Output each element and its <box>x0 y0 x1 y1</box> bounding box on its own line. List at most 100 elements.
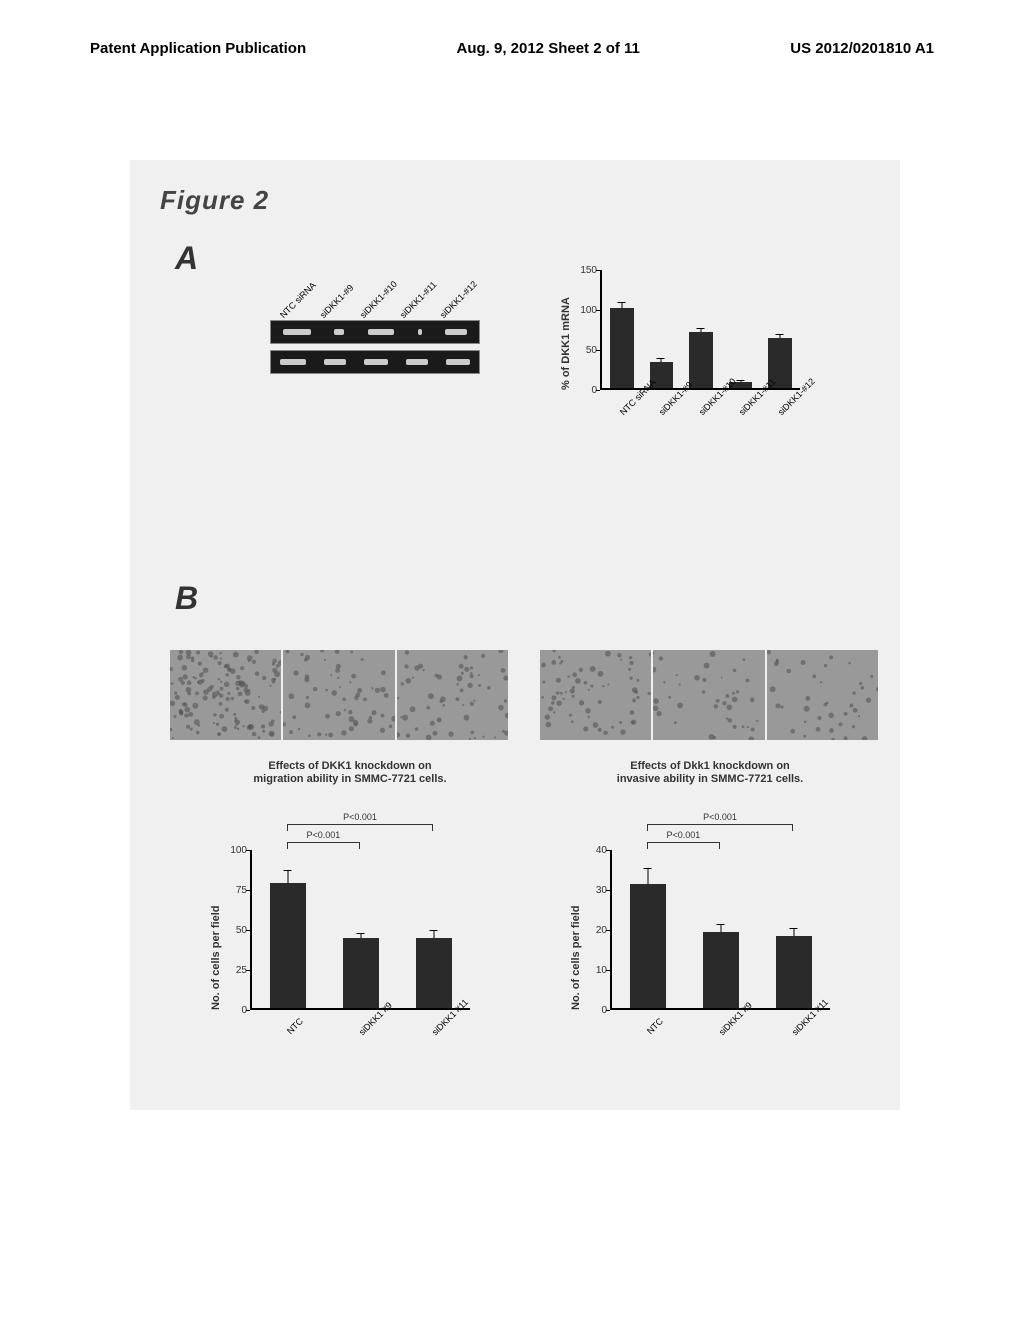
gel-band <box>368 329 394 335</box>
significance-label: P<0.001 <box>703 812 737 822</box>
y-tick-label: 10 <box>585 965 607 976</box>
significance-bracket <box>647 824 794 832</box>
x-tick-label: NTC <box>284 1016 305 1037</box>
panel-a-bar-chart: % of DKK1 mRNANTC siRNAsiDKK1-#9siDKK1-#… <box>560 270 810 450</box>
significance-bracket <box>287 824 434 832</box>
micrograph <box>653 650 764 740</box>
y-tick-label: 0 <box>585 1005 607 1016</box>
micrograph <box>283 650 394 740</box>
error-bar <box>793 928 794 936</box>
x-tick-label: siDKK1 #9 <box>717 1016 738 1037</box>
x-tick-label: siDKK1-#11 <box>736 396 757 417</box>
gel-band <box>445 329 467 335</box>
bar <box>630 884 666 1008</box>
header-center: Aug. 9, 2012 Sheet 2 of 11 <box>456 40 639 57</box>
error-bar <box>433 930 434 938</box>
gel-image: NTC siRNAsiDKK1-#9siDKK1-#10siDKK1-#11si… <box>270 270 480 380</box>
x-tick-label: siDKK1-#12 <box>776 396 797 417</box>
gel-band <box>280 359 306 365</box>
gel-lane-labels: NTC siRNAsiDKK1-#9siDKK1-#10siDKK1-#11si… <box>270 270 480 320</box>
migration-micrographs <box>170 650 510 740</box>
bar <box>776 936 812 1008</box>
y-tick-label: 25 <box>225 965 247 976</box>
panel-a-letter: A <box>175 240 198 277</box>
error-bar <box>361 933 362 938</box>
significance-bracket <box>287 842 360 850</box>
y-tick-label: 30 <box>585 885 607 896</box>
panel-b-letter: B <box>175 580 198 617</box>
gel-band <box>406 359 428 365</box>
bar <box>343 938 379 1008</box>
bar <box>689 332 713 388</box>
micrograph <box>767 650 878 740</box>
title-line: Effects of DKK1 knockdown on <box>240 760 460 773</box>
x-tick-label: siDKK1-#10 <box>697 396 718 417</box>
error-bar <box>648 868 649 884</box>
micrograph <box>397 650 508 740</box>
x-tick-label: siDKK1 #11 <box>429 1016 450 1037</box>
gel-band <box>334 329 344 335</box>
significance-bracket <box>647 842 720 850</box>
gel-band <box>446 359 470 365</box>
migration-chart-title: Effects of DKK1 knockdown on migration a… <box>240 760 460 786</box>
gel-lane-label: NTC siRNA <box>278 280 318 320</box>
page-header: Patent Application Publication Aug. 9, 2… <box>0 0 1024 57</box>
plot-area: NTC siRNAsiDKK1-#9siDKK1-#10siDKK1-#11si… <box>600 270 800 390</box>
y-tick-label: 75 <box>225 885 247 896</box>
gel-lane-label: siDKK1-#10 <box>358 279 399 320</box>
gel-lane-label: siDKK1-#9 <box>318 283 355 320</box>
figure-panel: Figure 2 A B NTC siRNAsiDKK1-#9siDKK1-#1… <box>130 160 900 1110</box>
invasion-micrographs <box>540 650 880 740</box>
x-tick-label: siDKK1 #9 <box>357 1016 378 1037</box>
title-line: migration ability in SMMC-7721 cells. <box>240 773 460 786</box>
significance-label: P<0.001 <box>343 812 377 822</box>
y-tick-label: 0 <box>225 1005 247 1016</box>
gel-lane-label: siDKK1-#12 <box>438 279 479 320</box>
micrograph <box>170 650 281 740</box>
gel-band <box>324 359 346 365</box>
bar <box>416 938 452 1008</box>
y-tick-label: 100 <box>225 845 247 856</box>
error-bar <box>721 924 722 932</box>
x-labels: NTCsiDKK1 #9siDKK1 #11 <box>252 1008 470 1026</box>
title-line: Effects of Dkk1 knockdown on <box>600 760 820 773</box>
y-tick-label: 150 <box>575 265 597 276</box>
invasion-chart-title: Effects of Dkk1 knockdown on invasive ab… <box>600 760 820 786</box>
migration-bar-chart: No. of cells per field NTCsiDKK1 #9siDKK1… <box>210 800 480 1020</box>
y-tick-label: 0 <box>575 385 597 396</box>
gel-row-bottom <box>270 350 480 374</box>
error-bar <box>661 358 662 362</box>
invasion-bar-chart: No. of cells per field NTCsiDKK1 #9siDKK1… <box>570 800 840 1020</box>
plot-area: NTCsiDKK1 #9siDKK1 #11 <box>610 850 830 1010</box>
x-labels: NTC siRNAsiDKK1-#9siDKK1-#10siDKK1-#11si… <box>602 388 800 406</box>
error-bar <box>621 302 622 308</box>
error-bar <box>700 328 701 332</box>
gel-lane-label: siDKK1-#11 <box>398 279 439 320</box>
y-tick-label: 100 <box>575 305 597 316</box>
x-tick-label: NTC <box>644 1016 665 1037</box>
gel-row-top <box>270 320 480 344</box>
x-tick-label: siDKK1-#9 <box>657 396 678 417</box>
y-tick-label: 50 <box>225 925 247 936</box>
plot-area: NTCsiDKK1 #9siDKK1 #11 <box>250 850 470 1010</box>
error-bar <box>288 870 289 883</box>
figure-title: Figure 2 <box>160 185 269 216</box>
bar <box>703 932 739 1008</box>
y-axis-label: No. of cells per field <box>210 905 222 1010</box>
header-right: US 2012/0201810 A1 <box>790 40 934 57</box>
x-tick-label: NTC siRNA <box>618 396 639 417</box>
gel-band <box>418 329 422 335</box>
header-left: Patent Application Publication <box>90 40 306 57</box>
x-labels: NTCsiDKK1 #9siDKK1 #11 <box>612 1008 830 1026</box>
gel-band <box>364 359 388 365</box>
y-axis-label: No. of cells per field <box>570 905 582 1010</box>
bar <box>610 308 634 388</box>
x-tick-label: siDKK1 #11 <box>789 1016 810 1037</box>
error-bar <box>740 380 741 382</box>
gel-band <box>283 329 311 335</box>
y-tick-label: 20 <box>585 925 607 936</box>
y-tick-label: 50 <box>575 345 597 356</box>
y-axis-label: % of DKK1 mRNA <box>560 297 572 390</box>
title-line: invasive ability in SMMC-7721 cells. <box>600 773 820 786</box>
y-tick-label: 40 <box>585 845 607 856</box>
